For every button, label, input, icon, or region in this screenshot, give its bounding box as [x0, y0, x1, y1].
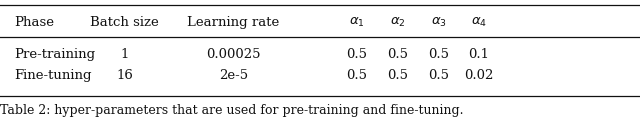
Text: Pre-training: Pre-training [14, 48, 95, 61]
Text: 0.00025: 0.00025 [206, 48, 261, 61]
Text: 0.5: 0.5 [429, 69, 449, 82]
Text: $\alpha_2$: $\alpha_2$ [390, 15, 406, 29]
Text: Learning rate: Learning rate [188, 15, 280, 29]
Text: 2e-5: 2e-5 [219, 69, 248, 82]
Text: 0.5: 0.5 [388, 48, 408, 61]
Text: 0.02: 0.02 [464, 69, 493, 82]
Text: 0.1: 0.1 [468, 48, 489, 61]
Text: 1: 1 [120, 48, 129, 61]
Text: Table 2: hyper-parameters that are used for pre-training and fine-tuning.: Table 2: hyper-parameters that are used … [0, 104, 463, 117]
Text: 0.5: 0.5 [429, 48, 449, 61]
Text: 0.5: 0.5 [388, 69, 408, 82]
Text: $\alpha_3$: $\alpha_3$ [431, 15, 447, 29]
Text: 0.5: 0.5 [347, 48, 367, 61]
Text: 16: 16 [116, 69, 133, 82]
Text: $\alpha_1$: $\alpha_1$ [349, 15, 365, 29]
Text: Phase: Phase [14, 15, 54, 29]
Text: Fine-tuning: Fine-tuning [14, 69, 92, 82]
Text: 0.5: 0.5 [347, 69, 367, 82]
Text: Batch size: Batch size [90, 15, 159, 29]
Text: $\alpha_4$: $\alpha_4$ [470, 15, 487, 29]
